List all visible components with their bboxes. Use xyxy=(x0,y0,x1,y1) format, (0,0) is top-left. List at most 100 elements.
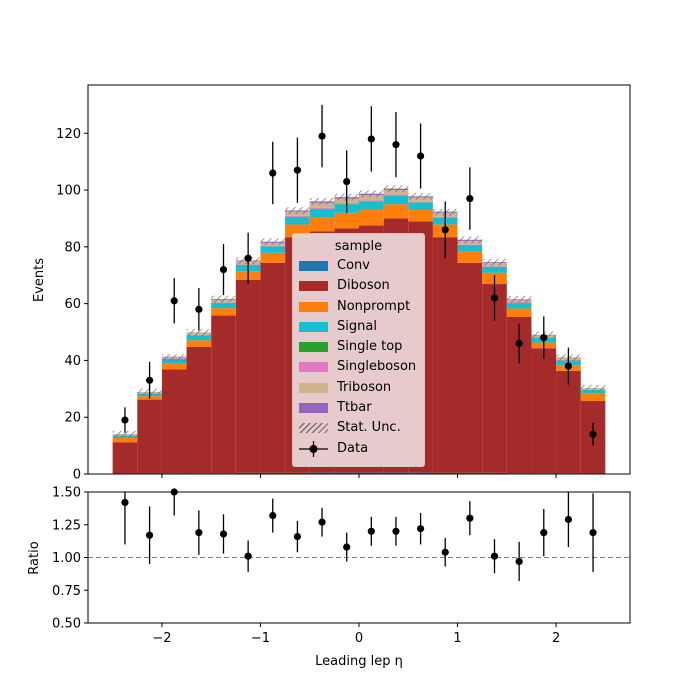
bar-singleboson xyxy=(359,200,384,202)
data-point xyxy=(269,169,277,177)
bar-nonprompt xyxy=(383,204,409,219)
color-swatch-icon xyxy=(299,321,328,332)
y-tick-label: 20 xyxy=(64,411,81,426)
bar-nonprompt xyxy=(580,393,606,402)
main-y-axis-label: Events xyxy=(32,258,47,302)
bar-signal xyxy=(359,201,384,210)
data-points xyxy=(121,104,597,446)
stat-unc-band xyxy=(580,384,606,392)
bar-singleboson xyxy=(309,207,335,209)
bar-singleboson xyxy=(457,244,483,245)
x-tick-label: 2 xyxy=(552,631,560,646)
bar-nonprompt xyxy=(506,308,532,317)
ratio-y-axis-label: Ratio xyxy=(27,541,42,574)
ratio-point xyxy=(269,511,277,520)
bar-nonprompt xyxy=(309,217,335,232)
data-point xyxy=(121,416,129,424)
bar-conv xyxy=(334,472,359,474)
legend-label: Signal xyxy=(337,318,377,334)
bar-diboson xyxy=(235,279,261,473)
bar-triboson xyxy=(383,190,409,195)
legend-label: Ttbar xyxy=(337,400,372,416)
bar-singleboson xyxy=(285,215,310,217)
bar-conv xyxy=(235,472,261,474)
color-swatch-icon xyxy=(299,281,328,292)
bar-conv xyxy=(285,472,310,474)
x-axis-label: Leading lep η xyxy=(315,654,403,669)
bar-signal xyxy=(309,209,335,218)
y-tick-label: 0 xyxy=(73,468,81,483)
bar-conv xyxy=(260,472,286,474)
bar-diboson xyxy=(211,315,236,474)
data-point xyxy=(293,166,302,174)
ratio-point xyxy=(343,543,351,551)
stat-unc-band xyxy=(112,430,138,438)
color-swatch-icon xyxy=(299,382,328,393)
bar-conv xyxy=(432,472,458,474)
legend-label: Conv xyxy=(337,258,370,273)
bar-conv xyxy=(482,472,507,474)
bar-nonprompt xyxy=(161,363,187,370)
ratio-panel: 0.50 0.75 1.00 1.25 1.50 −2 −1 0 1 2 Ratio Leadi… xyxy=(27,486,631,669)
ratio-point xyxy=(244,552,252,560)
ratio-point xyxy=(540,529,548,537)
legend-label: Diboson xyxy=(337,278,390,294)
legend-item-conv: Conv xyxy=(293,256,424,276)
bar-conv xyxy=(309,472,335,474)
main-x-ticks xyxy=(161,474,557,478)
bar-signal xyxy=(186,335,212,341)
y-tick-label: 100 xyxy=(56,184,81,199)
x-tick-label: 1 xyxy=(453,631,461,646)
main-y-ticks: 0 20 40 60 80 100 120 xyxy=(56,127,88,483)
bar-diboson xyxy=(432,237,458,473)
legend-item-nonprompt: Nonprompt xyxy=(293,297,424,317)
legend-items: Conv Diboson Nonprompt Signal Single top Sing… xyxy=(293,256,424,418)
legend-item-ttbar: Ttbar xyxy=(293,398,424,418)
bar-signal xyxy=(260,246,286,253)
bar-singleboson xyxy=(260,245,286,247)
legend-item-singleboson: Singleboson xyxy=(293,357,424,377)
legend-item-diboson: Diboson xyxy=(293,276,424,296)
bar-nonprompt xyxy=(112,437,138,443)
stat-unc-band xyxy=(285,207,310,214)
bar-signal xyxy=(408,202,433,210)
bar-diboson xyxy=(531,348,557,474)
stat-unc-band xyxy=(359,190,384,198)
y-tick-label: 60 xyxy=(64,297,81,312)
ratio-point xyxy=(195,529,203,537)
color-swatch-icon xyxy=(299,403,328,414)
bar-diboson xyxy=(137,399,162,474)
legend-label: Triboson xyxy=(337,379,392,395)
ratio-y-tick-label: 1.50 xyxy=(52,486,81,501)
bar-signal xyxy=(506,303,532,309)
bar-diboson xyxy=(186,346,212,474)
bar-diboson xyxy=(556,370,581,474)
data-point xyxy=(195,305,203,313)
bar-nonprompt xyxy=(334,212,359,229)
ratio-point xyxy=(564,515,573,524)
legend: sample Conv Diboson Nonprompt Signal Single … xyxy=(292,233,425,467)
ratio-point xyxy=(367,527,375,535)
ratio-point xyxy=(490,552,499,560)
legend-item-signal: Signal xyxy=(293,317,424,337)
ratio-point xyxy=(441,548,449,556)
color-swatch-icon xyxy=(299,261,328,271)
data-point xyxy=(219,265,228,274)
bar-nonprompt xyxy=(457,251,483,263)
stat-unc-band xyxy=(457,236,483,244)
data-point xyxy=(564,362,573,370)
ratio-y-ticks: 0.50 0.75 1.00 1.25 1.50 xyxy=(52,486,88,632)
bar-nonprompt xyxy=(211,308,236,316)
y-tick-label: 120 xyxy=(56,127,81,142)
color-swatch-icon xyxy=(299,342,328,353)
data-point xyxy=(589,430,597,438)
bar-diboson xyxy=(457,262,483,473)
bar-signal xyxy=(161,359,187,364)
bar-signal xyxy=(211,303,236,309)
bar-nonprompt xyxy=(260,252,286,263)
x-tick-label: −1 xyxy=(251,631,270,646)
data-point xyxy=(441,226,449,234)
data-point xyxy=(515,339,523,347)
stat-unc-band xyxy=(482,258,507,266)
bar-triboson xyxy=(359,195,384,201)
